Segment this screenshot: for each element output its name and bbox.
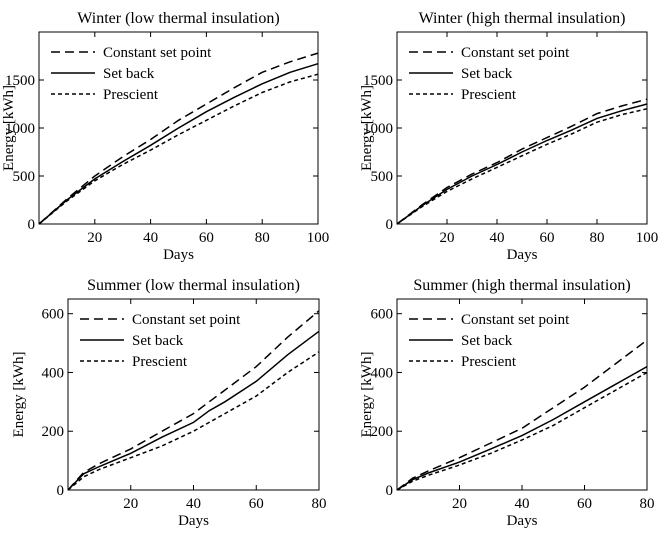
y-tick-label: 600 <box>42 307 65 323</box>
x-tick-label: 40 <box>515 496 530 512</box>
x-tick-label: 80 <box>590 230 605 246</box>
series-line-constant-set-point <box>38 52 319 225</box>
y-tick-label: 1000 <box>5 121 35 137</box>
series-line-set-back <box>38 62 319 225</box>
y-tick-label: 500 <box>371 169 394 185</box>
legend-label: Constant set point <box>103 45 212 61</box>
x-axis-label: Days <box>507 513 538 529</box>
x-tick-label: 40 <box>143 230 158 246</box>
y-axis-label: Energy [kWh] <box>1 85 17 171</box>
y-tick-label: 400 <box>371 365 394 381</box>
legend-label: Prescient <box>103 87 159 103</box>
y-tick-label: 0 <box>28 217 36 233</box>
y-tick-label: 600 <box>371 307 394 323</box>
x-tick-label: 20 <box>87 230 102 246</box>
y-tick-label: 200 <box>42 424 65 440</box>
chart-title: Summer (low thermal insulation) <box>87 277 300 294</box>
series-line-prescient <box>396 108 648 225</box>
x-tick-label: 60 <box>577 496 592 512</box>
series-line-prescient <box>396 371 648 491</box>
series-line-constant-set-point <box>396 98 648 225</box>
x-tick-label: 20 <box>440 230 455 246</box>
y-tick-label: 200 <box>371 424 394 440</box>
series-line-set-back <box>396 365 648 491</box>
y-axis-label: Energy [kWh] <box>359 352 375 438</box>
series-line-set-back <box>396 103 648 225</box>
chart-panel-3: Summer (low thermal insulation) 20 40 60 80 0… <box>11 277 327 529</box>
legend-label: Constant set point <box>461 312 570 328</box>
y-axis-label: Energy [kWh] <box>11 352 27 438</box>
x-axis-label: Days <box>163 247 194 263</box>
x-tick-label: 20 <box>452 496 467 512</box>
chart-panel-1: Winter (low thermal insulation) 20 40 60 80 1… <box>1 10 329 263</box>
y-tick-label: 1500 <box>5 73 35 89</box>
legend-label: Constant set point <box>461 45 570 61</box>
x-tick-label: 100 <box>307 230 330 246</box>
series-line-set-back <box>67 330 320 491</box>
series-line-prescient <box>38 73 319 225</box>
legend-label: Set back <box>461 333 513 349</box>
x-tick-label: 40 <box>186 496 201 512</box>
series-line-constant-set-point <box>396 339 648 491</box>
x-tick-label: 100 <box>636 230 659 246</box>
y-tick-label: 0 <box>57 483 65 499</box>
legend-label: Set back <box>132 333 184 349</box>
y-tick-label: 400 <box>42 365 65 381</box>
x-tick-label: 80 <box>640 496 655 512</box>
y-tick-label: 1000 <box>363 121 393 137</box>
legend-label: Constant set point <box>132 312 241 328</box>
y-tick-label: 500 <box>13 169 36 185</box>
chart-panel-4: Summer (high thermal insulation) 20 40 60 80… <box>359 277 655 529</box>
y-tick-label: 0 <box>386 483 394 499</box>
series-line-prescient <box>67 351 320 491</box>
legend-label: Prescient <box>461 354 517 370</box>
chart-title: Summer (high thermal insulation) <box>413 277 630 294</box>
y-axis-label: Energy [kWh] <box>359 85 375 171</box>
x-tick-label: 80 <box>255 230 270 246</box>
x-axis-label: Days <box>178 513 209 529</box>
x-tick-label: 80 <box>312 496 327 512</box>
chart-title: Winter (low thermal insulation) <box>77 10 279 27</box>
legend-label: Set back <box>461 66 513 82</box>
x-tick-label: 60 <box>540 230 555 246</box>
x-axis-label: Days <box>507 247 538 263</box>
x-tick-label: 20 <box>123 496 138 512</box>
x-tick-label: 60 <box>249 496 264 512</box>
legend-label: Prescient <box>132 354 188 370</box>
chart-panel-2: Winter (high thermal insulation) 20 40 60 80… <box>359 10 658 263</box>
y-tick-label: 1500 <box>363 73 393 89</box>
y-tick-label: 0 <box>386 217 394 233</box>
x-tick-label: 40 <box>490 230 505 246</box>
x-tick-label: 60 <box>199 230 214 246</box>
legend-label: Set back <box>103 66 155 82</box>
series-line-constant-set-point <box>67 310 320 491</box>
chart-title: Winter (high thermal insulation) <box>419 10 626 27</box>
legend-label: Prescient <box>461 87 517 103</box>
